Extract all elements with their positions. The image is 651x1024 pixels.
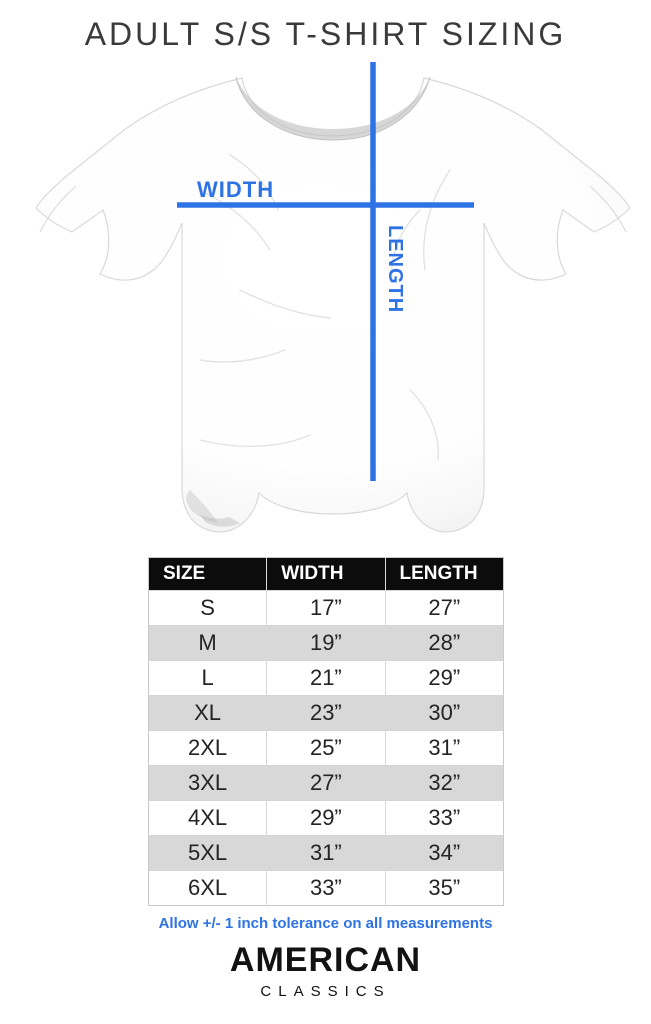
svg-text:LENGTH: LENGTH <box>384 225 406 313</box>
svg-text:WIDTH: WIDTH <box>197 177 274 202</box>
